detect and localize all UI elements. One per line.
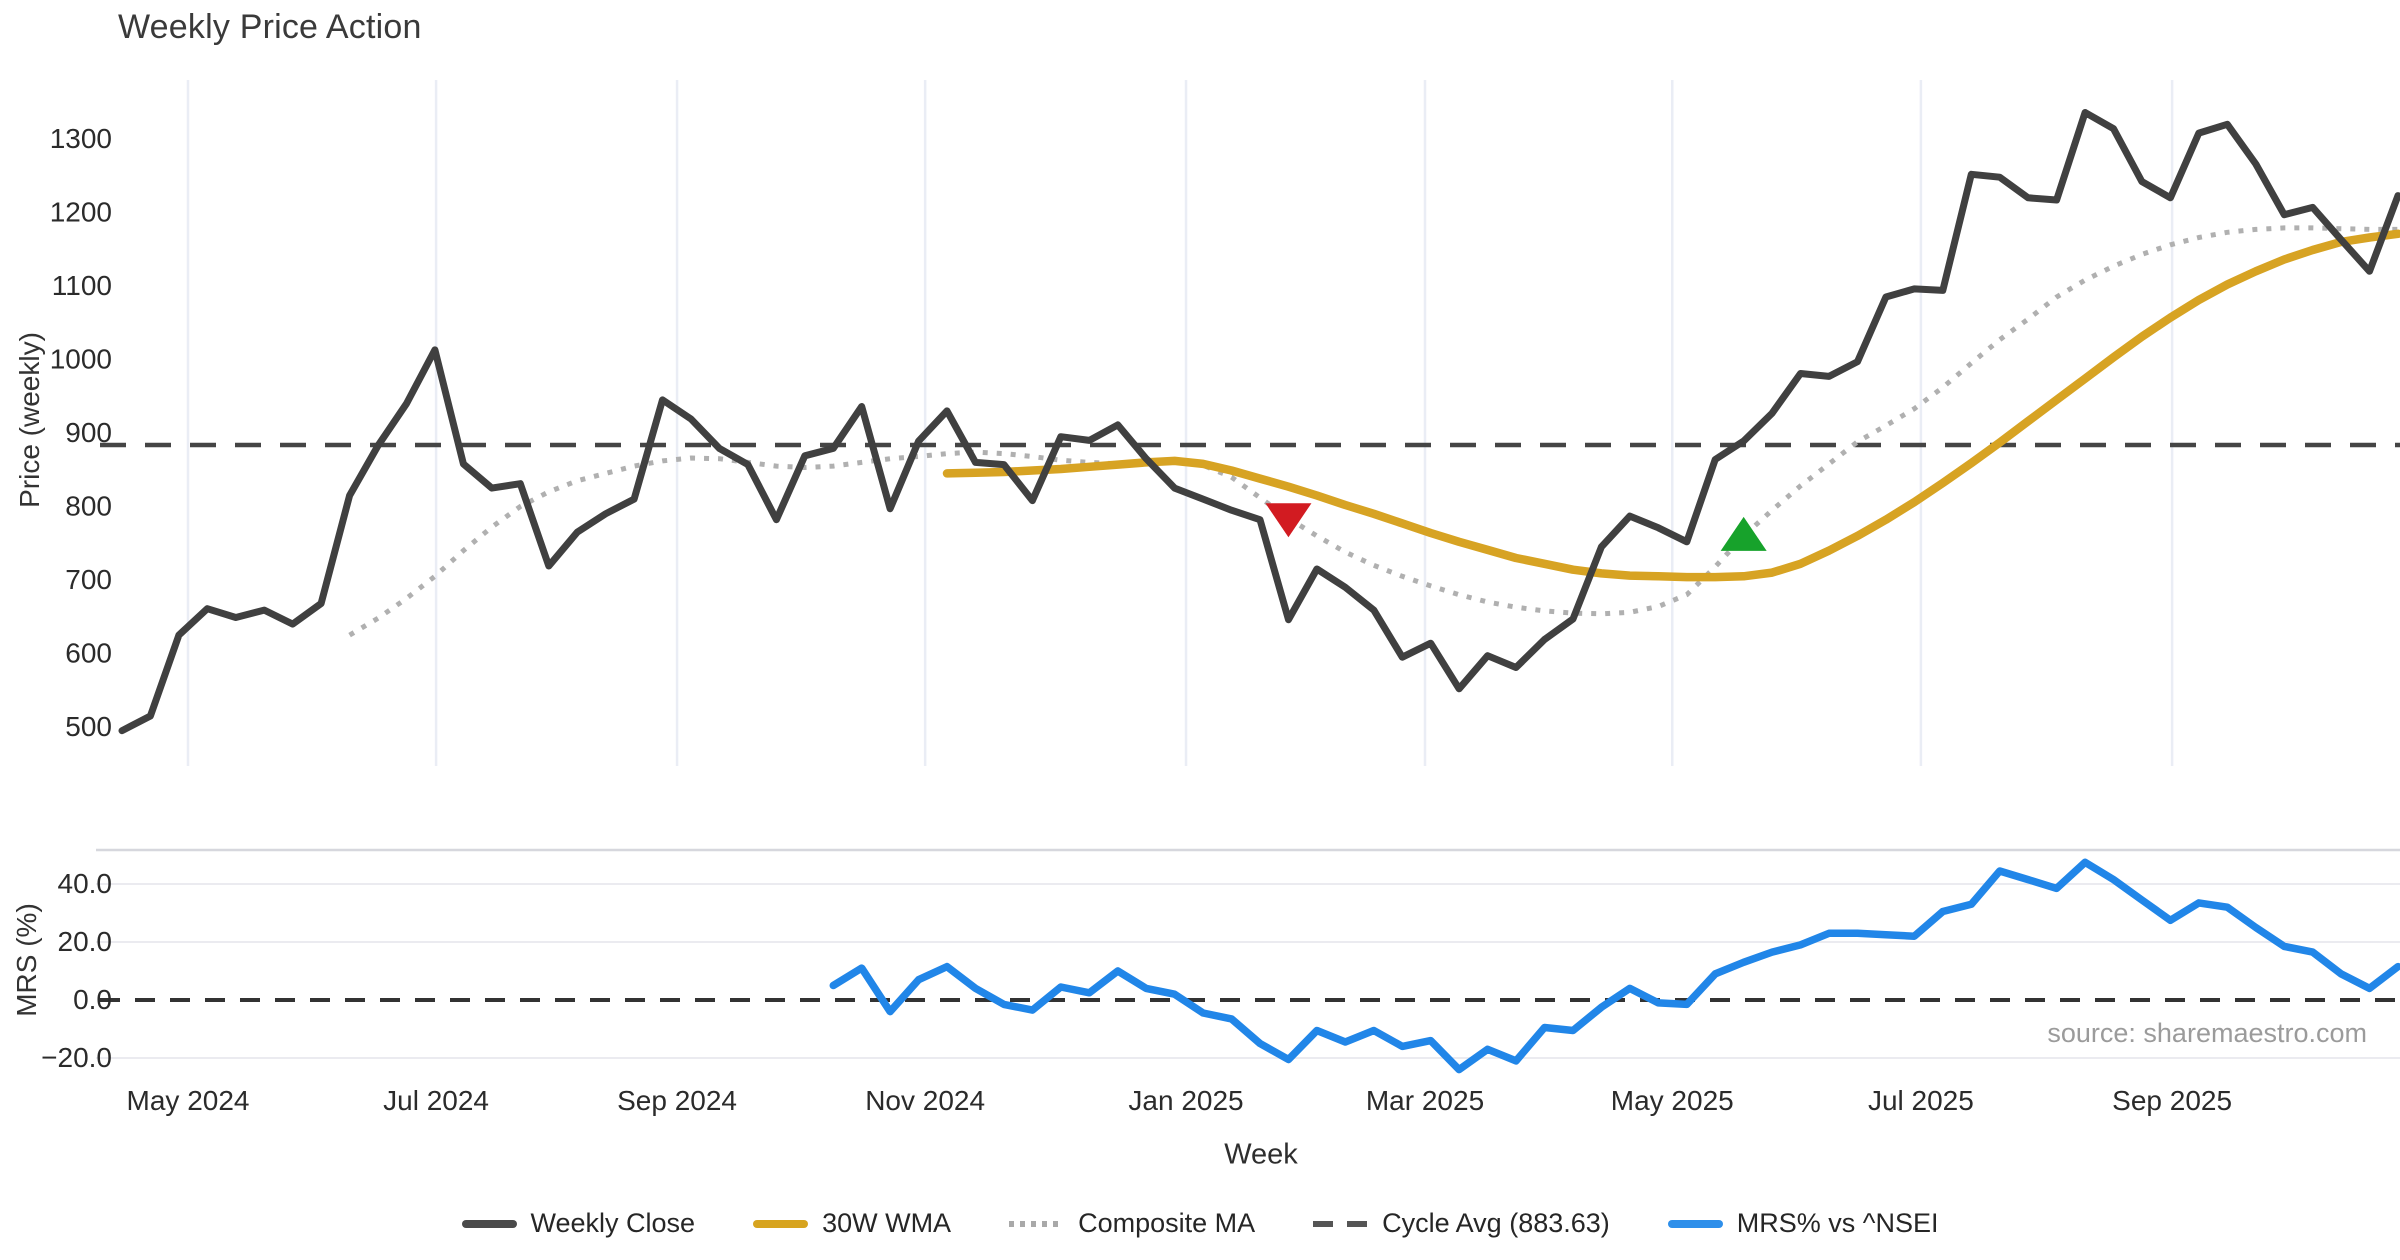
x-tick-label: Jul 2025 [1868,1085,1974,1116]
chart-title: Weekly Price Action [118,8,422,46]
x-tick-label: Sep 2024 [617,1085,737,1116]
price-ytick-label: 1000 [50,344,112,375]
legend-label: MRS% vs ^NSEI [1736,1208,1939,1238]
price-ytick-label: 700 [65,564,112,595]
x-tick-label: May 2024 [127,1085,250,1116]
legend-item-30w-wma: 30W WMA [753,1208,951,1239]
weekly-close-swatch-icon [461,1219,517,1228]
price-ytick-label: 1100 [52,270,112,301]
mrs-axis-label: MRS (%) [11,903,42,1017]
sell-signal-marker-icon [1265,503,1312,538]
mrs-line [829,858,2400,1074]
price-ytick-label: 1200 [50,197,112,228]
x-tick-label: Sep 2025 [2112,1085,2232,1116]
x-tick-label: Mar 2025 [1366,1085,1484,1116]
legend-label: Composite MA [1078,1208,1256,1238]
legend-label: Cycle Avg (883.63) [1382,1208,1610,1238]
price-ytick-label: 600 [65,638,112,669]
x-tick-label: Nov 2024 [865,1085,985,1116]
price-axis-label: Price (weekly) [14,332,45,508]
legend-item-cycle-avg: Cycle Avg (883.63) [1313,1208,1610,1239]
legend-label: Weekly Close [530,1208,696,1238]
legend-item-mrs: MRS% vs ^NSEI [1667,1208,1939,1239]
legend-item-weekly-close: Weekly Close [461,1208,696,1239]
x-tick-label: May 2025 [1611,1085,1734,1116]
x-tick-label: Jul 2024 [383,1085,489,1116]
legend-item-composite-ma: Composite MA [1009,1208,1255,1239]
weekly-close-line [118,109,2400,735]
composite-ma-swatch-icon [1009,1220,1065,1227]
week-axis-label: Week [1224,1138,1298,1171]
wma-swatch-icon [753,1219,809,1228]
x-tick-label: Jan 2025 [1128,1085,1243,1116]
price-ytick-label: 500 [65,711,112,742]
legend-label: 30W WMA [822,1208,952,1238]
mrs-ytick-label: 0.0 [73,984,112,1015]
mrs-ytick-label: 20.0 [58,926,113,957]
chart-legend: Weekly Close 30W WMA Composite MA Cycle … [0,1208,2400,1239]
mrs-ytick-label: −20.0 [41,1042,112,1073]
price-ytick-label: 800 [65,491,112,522]
composite-ma-line [348,225,2398,638]
mrs-ytick-label: 40.0 [58,868,113,899]
buy-signal-marker-icon [1720,516,1767,551]
mrs-swatch-icon [1667,1219,1723,1228]
price-ytick-label: 900 [65,417,112,448]
price-ytick-label: 1300 [50,123,112,154]
wma-30w-line [942,229,2400,582]
source-note: source: sharemaestro.com [2047,1018,2367,1048]
cycle-avg-swatch-icon [1313,1220,1369,1227]
